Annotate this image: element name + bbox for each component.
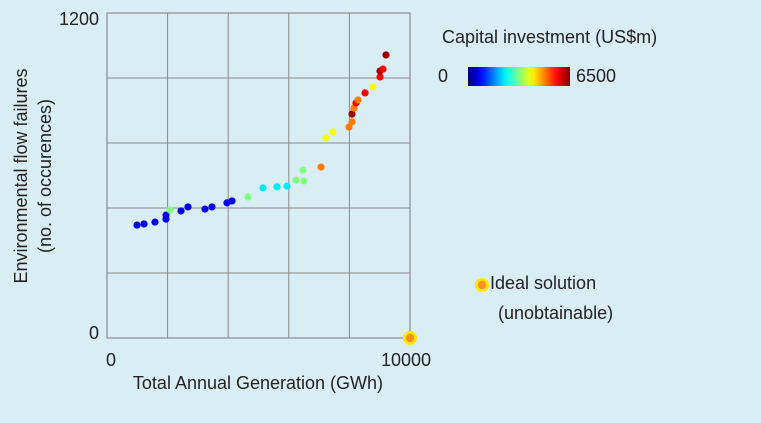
point <box>140 220 148 228</box>
point <box>208 203 216 211</box>
x-tick-label: 10000 <box>381 350 431 370</box>
point <box>166 206 174 214</box>
point <box>184 203 192 211</box>
colorbar-title: Capital investment (US$m) <box>442 27 657 47</box>
point <box>244 193 252 201</box>
legend-marker-core <box>477 280 487 290</box>
point <box>201 205 209 213</box>
y-tick-label: 0 <box>89 323 99 343</box>
plot-area <box>106 12 411 339</box>
point <box>300 177 308 185</box>
point <box>133 221 141 229</box>
point <box>151 218 159 226</box>
point <box>317 163 325 171</box>
point <box>376 73 384 81</box>
x-axis-label: Total Annual Generation (GWh) <box>133 373 383 393</box>
legend-label: (unobtainable) <box>498 303 613 323</box>
point <box>299 166 307 174</box>
point <box>322 134 330 142</box>
colorbar-tick-label: 6500 <box>576 66 616 86</box>
point <box>379 65 387 73</box>
colorbar-tick-label: 0 <box>438 66 448 86</box>
ideal-point-core <box>405 333 415 343</box>
point <box>273 183 281 191</box>
point <box>329 128 337 136</box>
y-axis-label: (no. of occurences) <box>35 99 55 253</box>
point <box>292 176 300 184</box>
point <box>283 182 291 190</box>
legend-label: Ideal solution <box>490 273 596 293</box>
point <box>361 89 369 97</box>
point <box>177 207 185 215</box>
y-tick-label: 1200 <box>59 9 99 29</box>
point <box>382 51 390 59</box>
point <box>348 118 356 126</box>
point <box>354 96 362 104</box>
point <box>348 110 356 118</box>
colorbar <box>468 67 570 86</box>
x-tick-label: 0 <box>106 350 116 370</box>
point <box>259 184 267 192</box>
y-axis-label: Environmental flow failures <box>11 68 31 283</box>
point <box>162 211 170 219</box>
point <box>369 83 377 91</box>
point <box>228 197 236 205</box>
